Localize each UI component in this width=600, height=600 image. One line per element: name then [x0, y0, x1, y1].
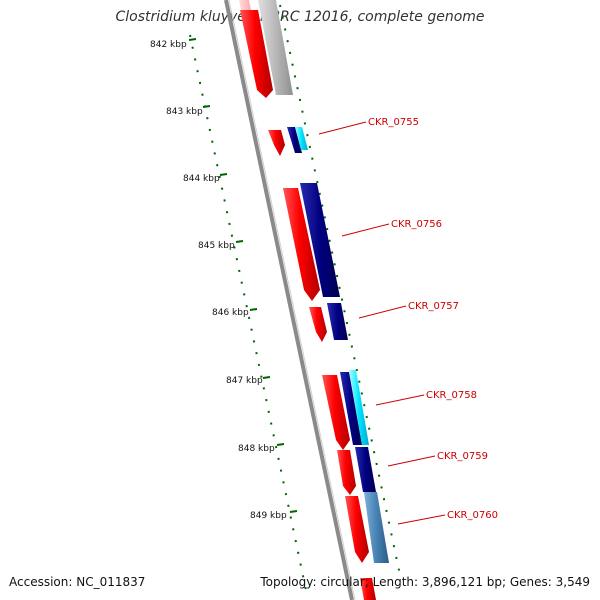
accession-label: Accession: NC_011837 [9, 575, 146, 589]
gene-label: CKR_0760 [447, 510, 498, 521]
kbp-label: 848 kbp [238, 444, 275, 454]
gene-feature-steel [364, 492, 389, 563]
gene-feature-navy [300, 183, 340, 297]
gene-feature-red [337, 450, 356, 495]
genome-backbone-highlight [228, 0, 356, 600]
kbp-label: 843 kbp [166, 107, 203, 117]
leader-line [387, 455, 436, 467]
gene-feature-navy [327, 303, 348, 340]
gene-feature-red [309, 307, 327, 342]
gene-feature-red [268, 130, 285, 156]
gene-label: CKR_0759 [437, 451, 488, 462]
kbp-label: 844 kbp [183, 174, 220, 184]
gene-tick-track [279, 4, 401, 576]
gene-label: CKR_0757 [408, 301, 459, 312]
kbp-tick [249, 308, 258, 311]
gene-feature-red [360, 578, 376, 600]
kbp-tick [235, 240, 244, 243]
kbp-tick [202, 105, 211, 108]
kbp-tick [262, 376, 271, 379]
gene-feature-red [283, 188, 320, 301]
kbp-major-ticks [188, 38, 298, 513]
map-title: Clostridium kluyveri NBRC 12016, complet… [115, 9, 485, 25]
leader-line [358, 305, 407, 319]
gene-feature-red [240, 10, 273, 98]
gene-feature-red [322, 375, 350, 450]
genome-backbone [224, 0, 354, 600]
gene-feature-navy [355, 447, 376, 492]
leader-line [341, 223, 390, 237]
gene-label: CKR_0755 [368, 117, 419, 128]
gene-feature-cyan [349, 370, 369, 445]
gene-label: CKR_0758 [426, 390, 477, 401]
topology-label: Topology: circular; Length: 3,896,121 bp… [260, 575, 590, 589]
kbp-label: 847 kbp [226, 376, 263, 386]
kbp-tick [276, 443, 285, 446]
kbp-tick [219, 173, 228, 176]
gene-leader-lines [318, 121, 446, 525]
gene-feature-cyan [295, 127, 308, 150]
kbp-tick [289, 510, 298, 513]
leader-line [318, 121, 367, 135]
leader-line [397, 514, 446, 525]
kbp-label: 846 kbp [212, 308, 249, 318]
gene-feature-red [345, 496, 369, 563]
kbp-tick [188, 38, 197, 41]
gene-feature-grey [258, 0, 293, 95]
kbp-label: 845 kbp [198, 241, 235, 251]
kbp-label: 842 kbp [150, 40, 187, 50]
gene-features [239, 0, 389, 600]
gene-feature-navy [287, 127, 302, 153]
gene-label: CKR_0756 [391, 219, 442, 230]
gene-feature-navy [340, 372, 362, 445]
leader-line [375, 394, 425, 406]
kbp-label: 849 kbp [250, 511, 287, 521]
